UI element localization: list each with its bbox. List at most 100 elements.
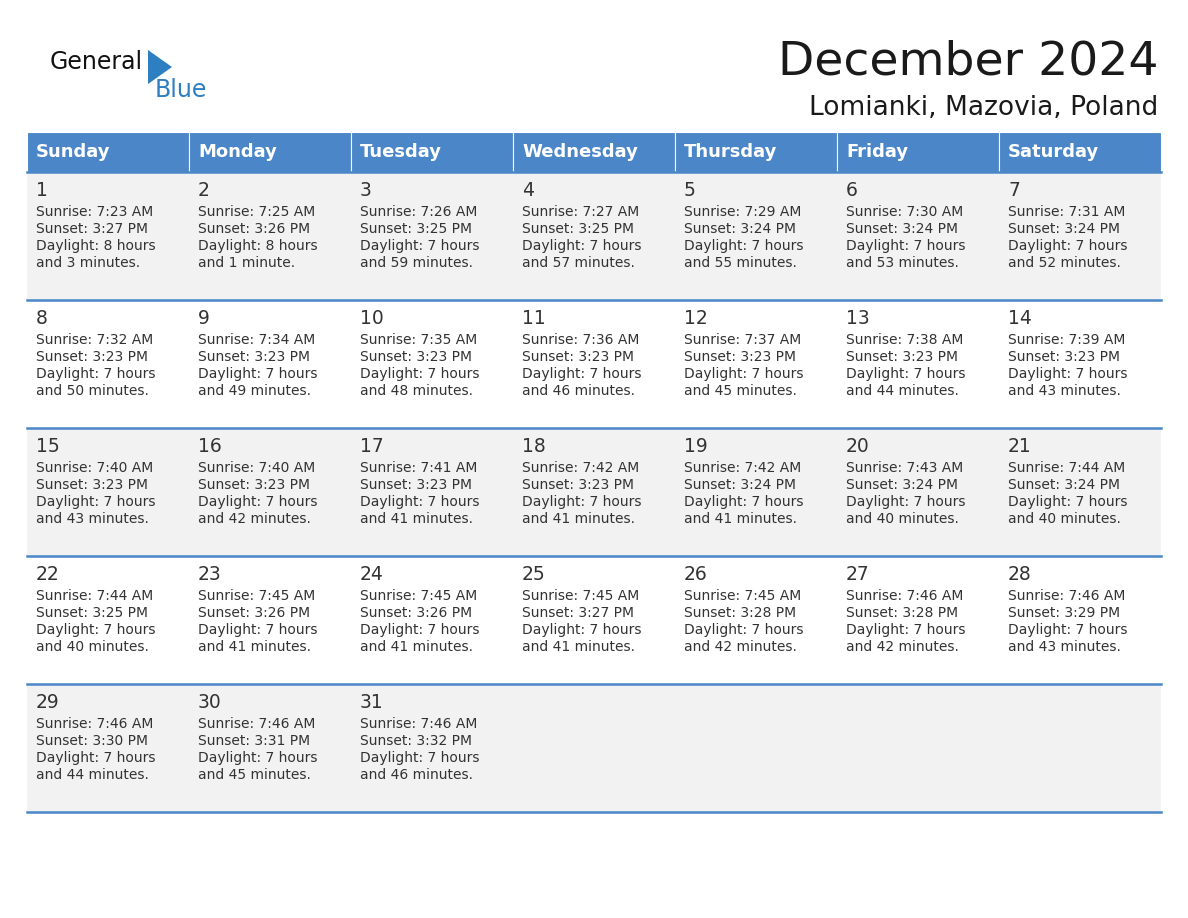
Text: 30: 30 [198, 692, 222, 711]
Text: Sunset: 3:24 PM: Sunset: 3:24 PM [1007, 478, 1120, 492]
Text: Daylight: 7 hours: Daylight: 7 hours [846, 367, 966, 381]
Bar [350, 556, 513, 684]
Text: Sunrise: 7:43 AM: Sunrise: 7:43 AM [846, 461, 963, 475]
Bar [189, 684, 350, 812]
Bar [27, 556, 189, 684]
Text: Daylight: 7 hours: Daylight: 7 hours [36, 623, 156, 637]
Text: Sunrise: 7:31 AM: Sunrise: 7:31 AM [1007, 205, 1125, 219]
Text: and 41 minutes.: and 41 minutes. [198, 640, 311, 654]
Text: Daylight: 7 hours: Daylight: 7 hours [522, 623, 642, 637]
Bar [513, 556, 675, 684]
Text: Sunset: 3:25 PM: Sunset: 3:25 PM [522, 222, 634, 236]
Text: Sunrise: 7:45 AM: Sunrise: 7:45 AM [522, 589, 639, 603]
Text: and 43 minutes.: and 43 minutes. [1007, 640, 1120, 654]
Text: Sunset: 3:23 PM: Sunset: 3:23 PM [360, 350, 472, 364]
Text: Daylight: 7 hours: Daylight: 7 hours [1007, 623, 1127, 637]
Text: Sunset: 3:23 PM: Sunset: 3:23 PM [36, 350, 148, 364]
Bar [675, 428, 838, 556]
Bar [189, 428, 350, 556]
Text: Sunrise: 7:38 AM: Sunrise: 7:38 AM [846, 333, 963, 347]
Text: Sunrise: 7:44 AM: Sunrise: 7:44 AM [36, 589, 153, 603]
Text: and 48 minutes.: and 48 minutes. [360, 384, 473, 398]
Text: Daylight: 7 hours: Daylight: 7 hours [684, 367, 803, 381]
Text: Sunrise: 7:34 AM: Sunrise: 7:34 AM [198, 333, 315, 347]
Text: Sunset: 3:24 PM: Sunset: 3:24 PM [684, 478, 796, 492]
Text: 6: 6 [846, 181, 858, 199]
Text: Sunset: 3:24 PM: Sunset: 3:24 PM [846, 478, 958, 492]
Text: Daylight: 8 hours: Daylight: 8 hours [36, 239, 156, 253]
Bar [27, 172, 189, 300]
Text: Sunrise: 7:46 AM: Sunrise: 7:46 AM [36, 717, 153, 731]
Text: Daylight: 7 hours: Daylight: 7 hours [198, 751, 317, 765]
Bar [675, 132, 838, 172]
Bar [27, 428, 189, 556]
Text: and 1 minute.: and 1 minute. [198, 256, 295, 270]
Text: Daylight: 7 hours: Daylight: 7 hours [198, 623, 317, 637]
Text: Sunset: 3:26 PM: Sunset: 3:26 PM [198, 606, 310, 620]
Text: and 46 minutes.: and 46 minutes. [360, 768, 473, 782]
Text: Daylight: 7 hours: Daylight: 7 hours [846, 239, 966, 253]
Text: Sunset: 3:23 PM: Sunset: 3:23 PM [684, 350, 796, 364]
Text: Sunrise: 7:25 AM: Sunrise: 7:25 AM [198, 205, 315, 219]
Text: 15: 15 [36, 436, 59, 455]
Polygon shape [148, 50, 172, 84]
Text: 2: 2 [198, 181, 210, 199]
Text: Sunset: 3:26 PM: Sunset: 3:26 PM [360, 606, 472, 620]
Text: and 43 minutes.: and 43 minutes. [1007, 384, 1120, 398]
Text: 3: 3 [360, 181, 372, 199]
Text: and 43 minutes.: and 43 minutes. [36, 512, 148, 526]
Text: Lomianki, Mazovia, Poland: Lomianki, Mazovia, Poland [809, 95, 1158, 121]
Text: Sunset: 3:24 PM: Sunset: 3:24 PM [684, 222, 796, 236]
Text: Monday: Monday [198, 143, 277, 161]
Text: 20: 20 [846, 436, 870, 455]
Text: 31: 31 [360, 692, 384, 711]
Text: 14: 14 [1007, 308, 1032, 328]
Text: Sunrise: 7:26 AM: Sunrise: 7:26 AM [360, 205, 478, 219]
Text: and 41 minutes.: and 41 minutes. [360, 640, 473, 654]
Bar [838, 132, 999, 172]
Text: Daylight: 7 hours: Daylight: 7 hours [846, 495, 966, 509]
Text: Sunrise: 7:40 AM: Sunrise: 7:40 AM [198, 461, 315, 475]
Text: Sunrise: 7:36 AM: Sunrise: 7:36 AM [522, 333, 639, 347]
Bar [838, 684, 999, 812]
Text: Sunset: 3:27 PM: Sunset: 3:27 PM [36, 222, 148, 236]
Text: Daylight: 7 hours: Daylight: 7 hours [360, 623, 480, 637]
Text: Sunset: 3:28 PM: Sunset: 3:28 PM [684, 606, 796, 620]
Text: and 3 minutes.: and 3 minutes. [36, 256, 140, 270]
Text: Sunrise: 7:37 AM: Sunrise: 7:37 AM [684, 333, 801, 347]
Text: Sunset: 3:23 PM: Sunset: 3:23 PM [198, 350, 310, 364]
Text: and 57 minutes.: and 57 minutes. [522, 256, 634, 270]
Text: Sunrise: 7:40 AM: Sunrise: 7:40 AM [36, 461, 153, 475]
Text: Daylight: 7 hours: Daylight: 7 hours [684, 239, 803, 253]
Text: Wednesday: Wednesday [522, 143, 638, 161]
Text: Sunset: 3:23 PM: Sunset: 3:23 PM [522, 478, 634, 492]
Text: and 44 minutes.: and 44 minutes. [36, 768, 148, 782]
Bar [189, 300, 350, 428]
Text: 1: 1 [36, 181, 48, 199]
Bar [675, 172, 838, 300]
Text: 10: 10 [360, 308, 384, 328]
Text: 25: 25 [522, 565, 545, 584]
Text: 12: 12 [684, 308, 708, 328]
Text: Sunrise: 7:46 AM: Sunrise: 7:46 AM [198, 717, 315, 731]
Text: Sunset: 3:28 PM: Sunset: 3:28 PM [846, 606, 959, 620]
Bar [513, 172, 675, 300]
Text: Blue: Blue [154, 78, 208, 102]
Text: 21: 21 [1007, 436, 1031, 455]
Text: and 42 minutes.: and 42 minutes. [684, 640, 797, 654]
Bar [513, 132, 675, 172]
Text: 9: 9 [198, 308, 210, 328]
Bar [838, 428, 999, 556]
Text: Sunrise: 7:45 AM: Sunrise: 7:45 AM [360, 589, 478, 603]
Text: Daylight: 7 hours: Daylight: 7 hours [360, 239, 480, 253]
Text: Sunrise: 7:39 AM: Sunrise: 7:39 AM [1007, 333, 1125, 347]
Text: Sunset: 3:23 PM: Sunset: 3:23 PM [360, 478, 472, 492]
Text: Sunset: 3:24 PM: Sunset: 3:24 PM [1007, 222, 1120, 236]
Text: Daylight: 7 hours: Daylight: 7 hours [1007, 239, 1127, 253]
Bar [838, 300, 999, 428]
Text: Daylight: 7 hours: Daylight: 7 hours [360, 751, 480, 765]
Text: Sunday: Sunday [36, 143, 110, 161]
Text: 27: 27 [846, 565, 870, 584]
Text: Sunset: 3:23 PM: Sunset: 3:23 PM [522, 350, 634, 364]
Bar [27, 132, 189, 172]
